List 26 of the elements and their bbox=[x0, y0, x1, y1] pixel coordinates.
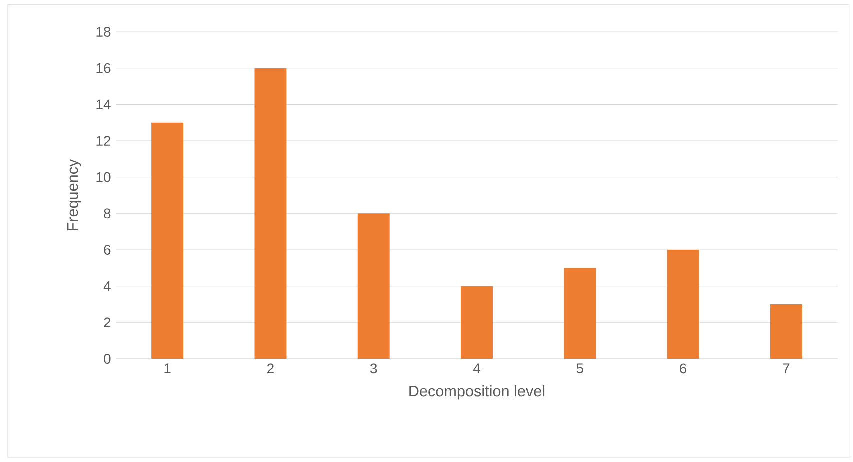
x-tick-label: 7 bbox=[783, 364, 790, 374]
x-tick-label: 2 bbox=[268, 364, 274, 374]
bar bbox=[152, 122, 184, 360]
bar bbox=[667, 250, 700, 360]
y-tick-label: 6 bbox=[104, 245, 111, 255]
bar bbox=[358, 214, 390, 360]
bar bbox=[461, 286, 493, 360]
x-tick-label: 3 bbox=[370, 364, 378, 374]
bar bbox=[254, 68, 287, 360]
y-tick-label: 8 bbox=[104, 208, 111, 219]
y-tick-label: 14 bbox=[96, 100, 111, 110]
y-tick-label: 18 bbox=[96, 27, 111, 37]
y-axis-title: Frequency bbox=[68, 159, 82, 230]
bar bbox=[770, 304, 802, 360]
y-tick-label: 10 bbox=[96, 172, 111, 182]
x-axis-title: Decomposition level bbox=[410, 385, 545, 400]
y-tick-label: 2 bbox=[104, 318, 111, 328]
y-tick-label: 0 bbox=[104, 354, 111, 364]
x-tick-label: 1 bbox=[164, 364, 171, 374]
x-tick-label: 6 bbox=[680, 364, 687, 374]
bar bbox=[564, 268, 596, 360]
y-tick-label: 4 bbox=[104, 282, 111, 292]
x-tick-label: 4 bbox=[473, 364, 480, 374]
x-tick-label: 5 bbox=[576, 364, 584, 374]
y-tick-label: 16 bbox=[96, 63, 111, 74]
y-tick-label: 12 bbox=[96, 136, 111, 146]
